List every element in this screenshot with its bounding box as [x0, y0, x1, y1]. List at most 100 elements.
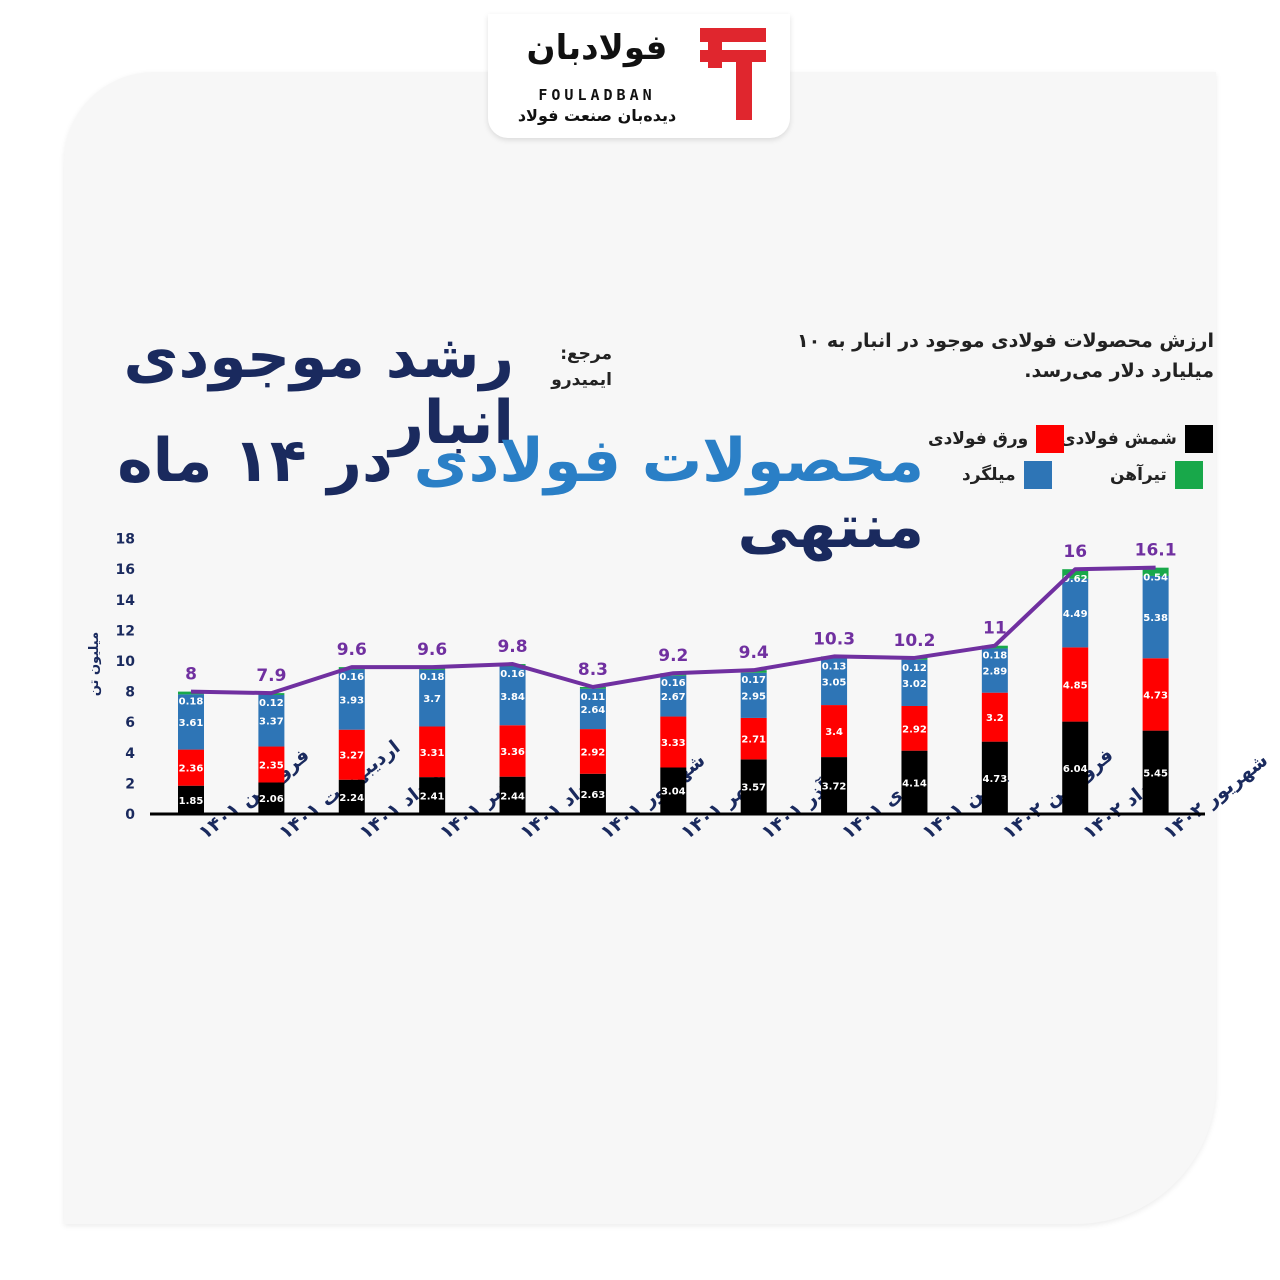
bar-segment-rebar	[338, 669, 365, 730]
bar-segment-rebar	[178, 694, 204, 750]
data-label-beam: 0.18	[179, 697, 204, 708]
data-label-sheet: 3.31	[420, 748, 445, 759]
data-label-rebar: 3.93	[339, 696, 364, 707]
bar-segment-beam	[1062, 569, 1089, 579]
data-label-billet: 4.73	[983, 774, 1008, 785]
bar-segment-billet	[981, 741, 1008, 814]
bar-segment-sheet	[660, 716, 687, 768]
total-label: 7.9	[256, 666, 286, 686]
data-label-sheet: 3.33	[661, 738, 686, 749]
bar-segment-rebar	[981, 648, 1008, 693]
data-label-rebar: 3.84	[500, 692, 525, 703]
total-label: 8	[185, 665, 197, 685]
y-tick-label: 0	[125, 807, 135, 823]
data-label-beam: 0.17	[741, 675, 766, 686]
source-value: ایمیدرو	[551, 369, 612, 390]
data-label-beam: 0.16	[500, 669, 525, 680]
y-tick-label: 8	[125, 685, 135, 701]
data-label-rebar: 3.37	[259, 717, 284, 728]
data-label-rebar: 3.05	[822, 678, 847, 689]
bar-segment-rebar	[901, 659, 928, 706]
data-label-beam: 0.12	[259, 698, 284, 709]
y-tick-label: 16	[116, 562, 135, 578]
bar-segment-rebar	[579, 688, 606, 730]
total-label: 9.8	[497, 637, 527, 657]
bar-segment-sheet	[981, 692, 1008, 742]
data-label-beam: 0.18	[420, 672, 445, 683]
brand-logo: فولادبان FOULADBAN دیده‌بان صنعت فولاد	[488, 14, 790, 138]
data-label-rebar: 2.89	[983, 667, 1008, 678]
y-axis-label: میلیون تن	[87, 632, 102, 696]
bar-segment-billet	[499, 776, 526, 814]
bar-segment-sheet	[1062, 647, 1089, 722]
bar-segment-billet	[419, 777, 446, 814]
data-label-billet: 2.44	[500, 791, 525, 802]
y-tick-label: 12	[116, 623, 135, 639]
bar-segment-sheet	[178, 749, 204, 786]
data-label-billet: 1.85	[179, 796, 204, 807]
data-label-rebar: 2.67	[661, 692, 686, 703]
y-tick-label: 2	[125, 776, 135, 792]
total-label: 9.6	[417, 640, 447, 660]
data-label-sheet: 2.92	[902, 724, 927, 735]
data-label-sheet: 3.36	[500, 747, 525, 758]
legend-item-rebar: میلگرد	[962, 458, 1052, 492]
background-card	[64, 72, 1216, 1224]
legend-item-sheet: ورق فولادی	[928, 422, 1065, 456]
bar-segment-billet	[740, 759, 767, 814]
data-label-sheet: 4.85	[1063, 680, 1088, 691]
bar-segment-billet	[579, 773, 606, 814]
legend-swatch-billet	[1184, 425, 1213, 453]
total-label: 10.3	[813, 629, 855, 649]
bar-segment-sheet	[821, 705, 848, 758]
bar-segment-billet	[338, 779, 365, 814]
total-label: 11	[983, 619, 1007, 639]
data-label-billet: 3.72	[822, 782, 847, 793]
bar-segment-sheet	[1142, 658, 1169, 731]
bar-segment-sheet	[419, 726, 446, 778]
bar-segment-billet	[660, 767, 687, 814]
total-line	[190, 565, 1156, 696]
data-label-billet: 2.06	[259, 794, 284, 805]
data-label-sheet: 2.36	[179, 764, 204, 775]
y-tick-label: 10	[116, 654, 136, 670]
data-label-rebar: 4.49	[1063, 609, 1088, 620]
bar-segment-sheet	[901, 705, 928, 751]
data-label-rebar: 2.64	[581, 705, 606, 716]
total-label: 10.2	[893, 631, 935, 651]
source-label: مرجع:	[560, 344, 612, 364]
legend-item-billet: شمش فولادی	[1060, 422, 1213, 456]
data-label-rebar: 2.95	[741, 691, 766, 702]
bar-segment-sheet	[740, 717, 767, 760]
y-tick-label: 6	[125, 715, 135, 731]
data-label-billet: 6.04	[1063, 764, 1088, 775]
bar-segment-rebar	[419, 669, 446, 727]
bar-segment-sheet	[579, 729, 606, 774]
data-label-rebar: 3.7	[423, 694, 441, 705]
bar-segment-rebar	[258, 694, 285, 747]
legend-swatch-rebar	[1023, 461, 1052, 489]
legend-label-rebar: میلگرد	[962, 465, 1016, 485]
bar-segment-billet	[1142, 730, 1169, 814]
bar-segment-sheet	[499, 725, 526, 777]
bar-segment-rebar	[1142, 575, 1169, 659]
data-label-beam: 0.18	[983, 651, 1008, 662]
source-block: مرجع: ایمیدرو	[520, 342, 612, 393]
data-label-sheet: 3.27	[339, 751, 364, 762]
logo-mark-icon	[700, 28, 766, 120]
y-tick-label: 18	[116, 532, 135, 548]
total-label: 9.4	[739, 643, 769, 663]
bar-segment-rebar	[1062, 578, 1089, 648]
bar-segment-rebar	[660, 675, 687, 717]
title-highlight: محصولات فولادی	[413, 426, 924, 496]
total-label: 8.3	[578, 660, 608, 680]
bar-segment-billet	[821, 757, 848, 814]
data-label-billet: 3.57	[741, 783, 766, 794]
bar-segment-rebar	[499, 666, 526, 726]
data-label-beam: 0.54	[1143, 573, 1168, 584]
total-label: 9.2	[658, 646, 688, 666]
data-label-rebar: 3.02	[902, 679, 927, 690]
x-category-label: شهریور ۱۴۰۲	[1159, 749, 1272, 844]
data-label-sheet: 2.92	[581, 747, 606, 758]
